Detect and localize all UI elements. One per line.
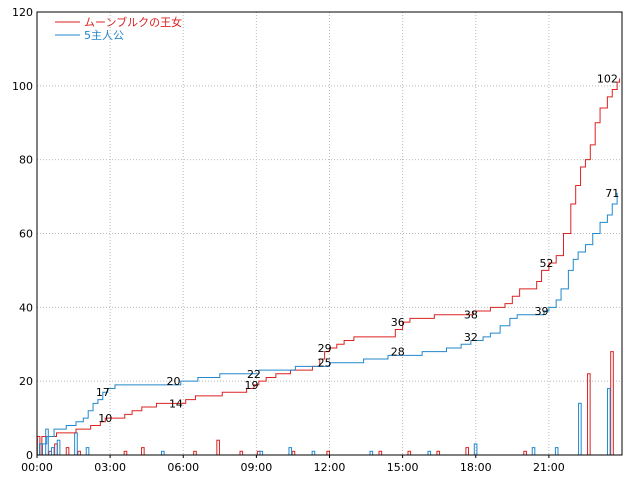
hourly-bar xyxy=(587,373,591,456)
cumulative-lines xyxy=(37,78,621,456)
hourly-bar xyxy=(427,450,432,456)
hourly-bar xyxy=(161,450,165,456)
hourly-bar xyxy=(369,450,374,456)
data-label: 19 xyxy=(245,379,259,392)
data-label: 14 xyxy=(169,397,183,410)
data-labels: 10 14 19 29 36 38 52 102 17 20 22 25 28 32 39 71 xyxy=(96,72,619,425)
x-tick-label: 12:00 xyxy=(314,461,346,474)
hourly-bar xyxy=(288,447,293,456)
y-tick-label: 40 xyxy=(19,301,33,314)
data-label: 28 xyxy=(391,346,405,359)
y-tick-label: 120 xyxy=(12,6,33,19)
y-tick-label: 100 xyxy=(12,80,33,93)
data-label: 32 xyxy=(464,331,478,344)
hourly-bar xyxy=(56,439,61,456)
data-label: 22 xyxy=(247,368,261,381)
hourly-bar xyxy=(193,450,197,456)
hourly-bar xyxy=(436,450,441,456)
legend-label: ムーンブルクの王女 xyxy=(84,15,182,29)
hourly-bar xyxy=(141,447,145,456)
x-tick-label: 00:00 xyxy=(21,461,53,474)
data-label: 17 xyxy=(96,386,110,399)
x-tick-label: 21:00 xyxy=(533,461,565,474)
hourly-bar xyxy=(311,450,316,456)
hourly-bar xyxy=(123,450,128,456)
hourly-bar xyxy=(554,447,559,456)
hourly-bar xyxy=(523,450,527,456)
y-tick-label: 80 xyxy=(19,154,33,167)
hourly-bar xyxy=(326,450,330,456)
x-tick-label: 15:00 xyxy=(387,461,419,474)
x-tick-label: 06:00 xyxy=(167,461,199,474)
hourly-bar xyxy=(465,447,470,456)
data-label: 52 xyxy=(539,257,553,270)
hourly-bar xyxy=(74,432,78,456)
hourly-bar xyxy=(85,447,90,456)
x-tick-label: 03:00 xyxy=(94,461,126,474)
legend-label: 5主人公 xyxy=(84,29,124,42)
data-label: 25 xyxy=(318,357,332,370)
data-label: 39 xyxy=(535,305,549,318)
hourly-bar xyxy=(607,388,611,456)
data-label: 36 xyxy=(391,316,405,329)
data-label: 29 xyxy=(318,342,332,355)
data-label: 102 xyxy=(597,72,618,85)
hourly-bar xyxy=(239,450,244,456)
data-label: 20 xyxy=(167,375,181,388)
hourly-bar xyxy=(65,447,70,456)
plot-frame xyxy=(36,11,623,456)
y-tick-label: 0 xyxy=(26,449,33,462)
hourly-bar xyxy=(378,450,383,456)
hourly-bar xyxy=(77,450,81,456)
data-label: 71 xyxy=(605,187,619,200)
y-tick-label: 60 xyxy=(19,228,33,241)
series-line xyxy=(37,192,618,456)
hourly-bar xyxy=(50,447,55,456)
series-line xyxy=(37,78,621,456)
hourly-bar xyxy=(259,450,264,456)
hourly-bar xyxy=(578,402,582,456)
x-tick-label: 09:00 xyxy=(241,461,273,474)
y-tick-label: 20 xyxy=(19,375,33,388)
hourly-bar xyxy=(216,439,220,456)
hourly-bar xyxy=(531,447,536,456)
hourly-bar xyxy=(610,351,614,456)
axes: 0 20 40 60 80 100 120 00:00 03:00 06:00 09:00 12:00… xyxy=(12,6,623,474)
hourly-bar xyxy=(407,450,412,456)
grid xyxy=(37,12,622,455)
data-label: 10 xyxy=(98,412,112,425)
data-label: 38 xyxy=(464,309,478,322)
x-tick-label: 18:00 xyxy=(460,461,492,474)
hourly-bar xyxy=(291,450,296,456)
